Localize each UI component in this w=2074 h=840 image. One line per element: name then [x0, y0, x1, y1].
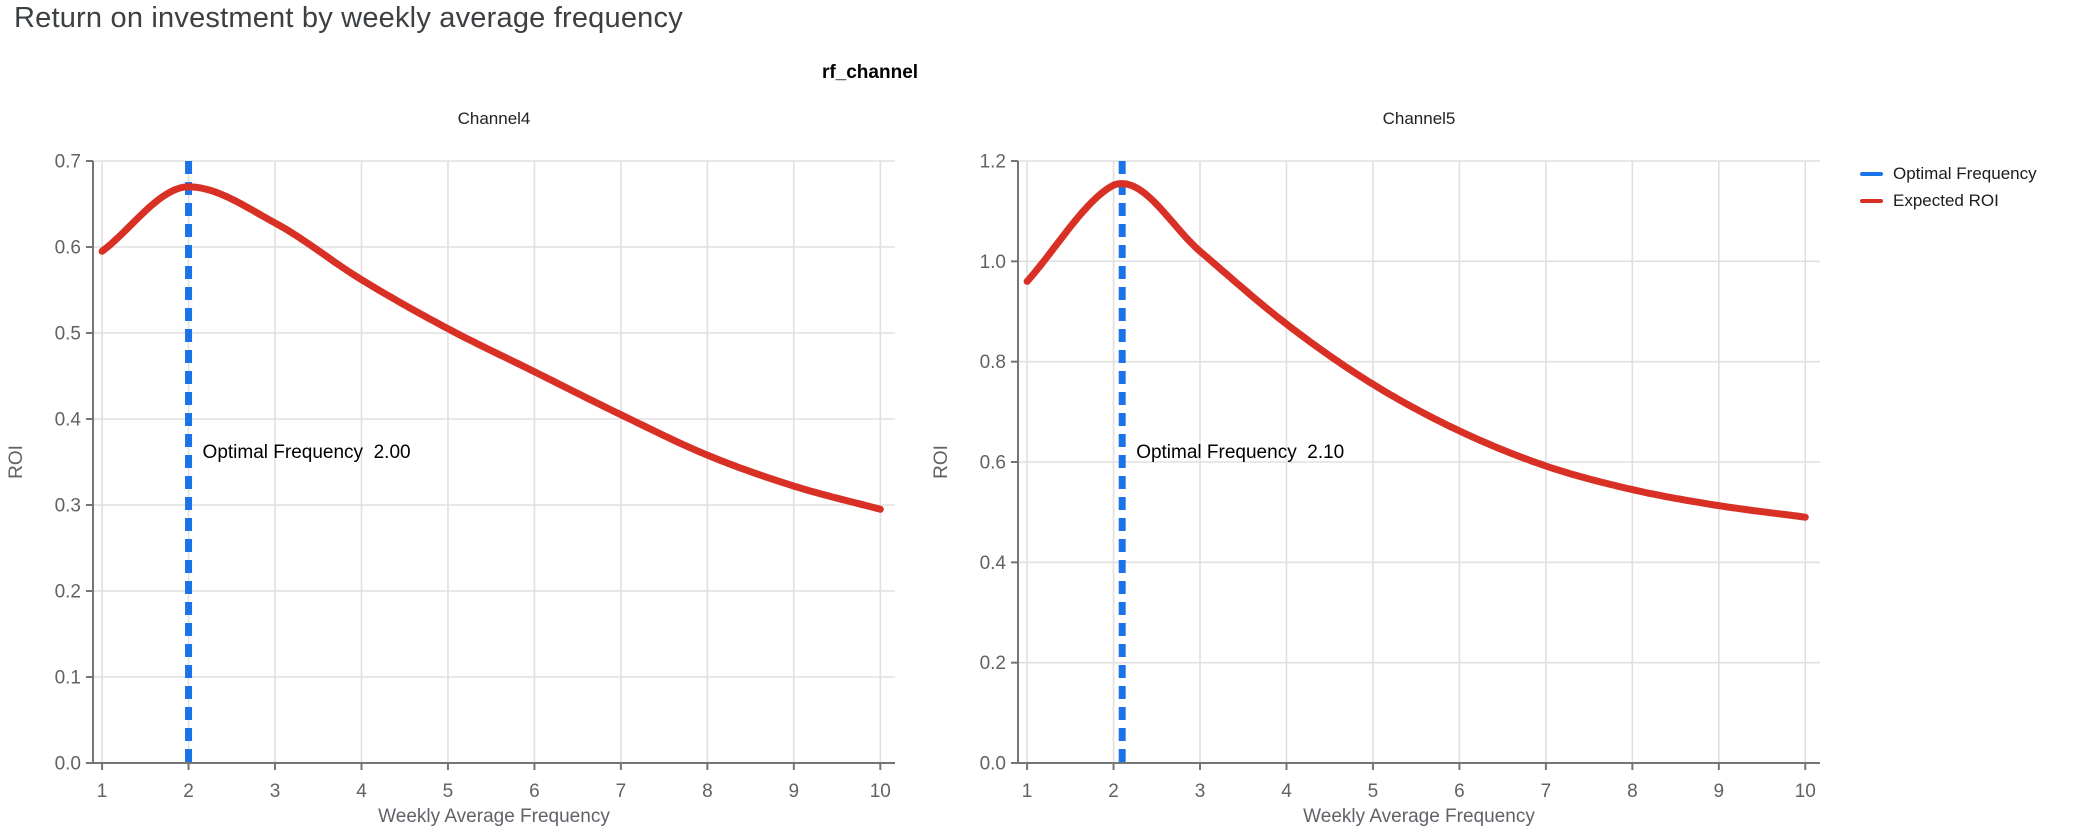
page-title: Return on investment by weekly average f…: [14, 2, 683, 34]
x-tick-label: 3: [270, 781, 281, 802]
x-tick-label: 8: [702, 781, 713, 802]
y-tick-label: 0.4: [980, 553, 1007, 574]
legend-item-optimal-frequency: Optimal Frequency: [1860, 160, 2037, 187]
expected-roi-curve: [1023, 180, 1809, 521]
y-tick-label: 0.0: [55, 754, 81, 775]
x-tick-label: 8: [1627, 781, 1638, 802]
x-tick-label: 9: [789, 781, 800, 802]
channel5-roi-chart: 0.0 0.2 0.4 0.6 0.8 1.0 1.2 1 2 3 4 5 6 7 8 9 10 Channel5…: [931, 109, 1820, 827]
facet-title: Channel4: [458, 109, 531, 128]
x-tick-label: 3: [1195, 781, 1206, 802]
x-tick-label: 10: [1795, 781, 1816, 802]
x-tick-label: 6: [1454, 781, 1465, 802]
optimal-frequency-annotation: Optimal Frequency 2.00: [203, 442, 411, 463]
x-tick-label: 1: [1022, 781, 1033, 802]
x-tick-label: 1: [97, 781, 108, 802]
x-tick-label: 4: [356, 781, 367, 802]
y-tick-label: 0.2: [55, 582, 81, 603]
legend: Optimal Frequency Expected ROI: [1860, 160, 2037, 214]
x-axis-title: Weekly Average Frequency: [1303, 806, 1535, 827]
y-tick-label: 0.4: [55, 410, 82, 431]
x-tick-label: 4: [1281, 781, 1292, 802]
facet-title: Channel5: [1383, 109, 1456, 128]
y-tick-label: 0.0: [980, 754, 1006, 775]
channel4-roi-chart: 0.0 0.1 0.2 0.3 0.4 0.5 0.6 0.7 1 2 3 4 5 6 7 8 9 10 Chann…: [6, 109, 895, 827]
y-axis-title: ROI: [6, 445, 27, 479]
legend-item-expected-roi: Expected ROI: [1860, 187, 2037, 214]
x-tick-label: 10: [870, 781, 891, 802]
x-tick-label: 9: [1714, 781, 1725, 802]
legend-label-expected-roi: Expected ROI: [1893, 190, 1999, 210]
x-tick-label: 5: [1368, 781, 1379, 802]
y-axis-title: ROI: [931, 445, 952, 479]
x-tick-label: 7: [1541, 781, 1552, 802]
optimal-frequency-annotation: Optimal Frequency 2.10: [1136, 442, 1344, 463]
x-tick-label: 6: [529, 781, 540, 802]
y-tick-label: 0.3: [55, 496, 81, 517]
facet-variable-title: rf_channel: [821, 62, 919, 83]
y-tick-label: 0.6: [55, 238, 81, 259]
y-tick-label: 0.6: [980, 453, 1006, 474]
x-axis-title: Weekly Average Frequency: [378, 806, 610, 827]
y-tick-label: 1.2: [980, 152, 1006, 173]
y-tick-label: 1.0: [980, 252, 1006, 273]
y-tick-label: 0.8: [980, 352, 1006, 373]
x-tick-label: 2: [1108, 781, 1119, 802]
y-tick-label: 0.1: [55, 668, 81, 689]
y-tick-label: 0.2: [980, 653, 1006, 674]
y-tick-label: 0.7: [55, 152, 81, 173]
x-tick-label: 2: [183, 781, 194, 802]
x-tick-label: 7: [616, 781, 627, 802]
legend-label-optimal-frequency: Optimal Frequency: [1893, 163, 2037, 183]
x-tick-label: 5: [443, 781, 454, 802]
expected-roi-curve: [98, 183, 884, 513]
expected-roi-line-swatch: [1860, 198, 1883, 203]
optimal-frequency-line-swatch: [1860, 171, 1883, 176]
y-tick-label: 0.5: [55, 324, 81, 345]
